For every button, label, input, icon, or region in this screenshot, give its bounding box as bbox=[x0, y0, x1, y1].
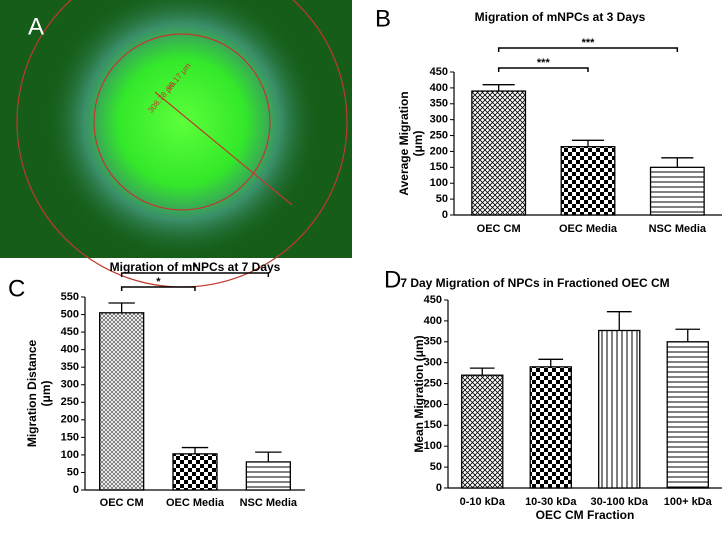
y-tick-label: 0 bbox=[442, 209, 448, 221]
y-tick-label: 450 bbox=[430, 66, 448, 78]
x-axis-label: OEC CM Fraction bbox=[536, 508, 635, 522]
y-tick-label: 500 bbox=[61, 308, 79, 320]
x-tick-label: OEC CM bbox=[100, 497, 144, 509]
y-tick-label: 300 bbox=[424, 357, 442, 369]
y-tick-label: 250 bbox=[430, 129, 448, 141]
y-tick-label: 50 bbox=[67, 466, 79, 478]
significance-bracket bbox=[120, 286, 196, 291]
y-axis-label: Mean Migration (μm) bbox=[412, 335, 426, 452]
x-tick-label: 10-30 kDa bbox=[525, 496, 577, 508]
chart-title: Migration of mNPCs at 7 Days bbox=[110, 260, 281, 274]
y-tick-label: 350 bbox=[61, 361, 79, 373]
y-tick-label: 200 bbox=[430, 145, 448, 157]
y-axis-label: (μm) bbox=[39, 380, 53, 406]
y-tick-label: 150 bbox=[424, 419, 442, 431]
y-tick-label: 300 bbox=[430, 114, 448, 126]
bar bbox=[471, 90, 527, 216]
y-tick-label: 50 bbox=[430, 461, 442, 473]
bar bbox=[529, 366, 572, 489]
chart: C Migration of mNPCs at 7 Days Migration D… bbox=[8, 260, 305, 509]
chart: B Migration of mNPCs at 3 Days Average Mig… bbox=[375, 5, 722, 235]
chart-title: 7 Day Migration of NPCs in Fractioned OE… bbox=[400, 276, 669, 290]
bar bbox=[245, 461, 291, 491]
y-tick-label: 400 bbox=[430, 82, 448, 94]
x-tick-label: OEC Media bbox=[166, 497, 225, 509]
x-tick-label: 0-10 kDa bbox=[460, 496, 506, 508]
y-tick-label: 100 bbox=[61, 449, 79, 461]
y-tick-label: 200 bbox=[61, 414, 79, 426]
x-tick-label: 30-100 kDa bbox=[591, 496, 649, 508]
panel-label: A bbox=[28, 13, 44, 40]
y-tick-label: 400 bbox=[61, 344, 79, 356]
chart-title: Migration of mNPCs at 3 Days bbox=[475, 10, 646, 24]
y-tick-label: 550 bbox=[61, 291, 79, 303]
chart: D7 Day Migration of NPCs in Fractioned O… bbox=[384, 266, 722, 522]
significance-label: *** bbox=[582, 37, 596, 49]
y-tick-label: 300 bbox=[61, 379, 79, 391]
x-tick-label: NSC Media bbox=[240, 497, 298, 509]
significance-bracket bbox=[497, 47, 679, 52]
y-tick-label: 100 bbox=[430, 177, 448, 189]
bar bbox=[598, 329, 641, 489]
y-tick-label: 50 bbox=[436, 193, 448, 205]
significance-bracket bbox=[497, 67, 589, 72]
significance-label: *** bbox=[537, 57, 551, 69]
y-tick-label: 250 bbox=[61, 396, 79, 408]
bar bbox=[172, 453, 218, 491]
micrograph: 308.78 μm 90.17 μm A bbox=[0, 0, 352, 288]
x-tick-label: NSC Media bbox=[649, 223, 707, 235]
x-tick-label: 100+ kDa bbox=[664, 496, 713, 508]
y-tick-label: 350 bbox=[424, 336, 442, 348]
y-tick-label: 100 bbox=[424, 440, 442, 452]
y-tick-label: 250 bbox=[424, 377, 442, 389]
bar bbox=[560, 146, 616, 216]
panel-label: B bbox=[375, 5, 391, 32]
y-axis-label: (μm) bbox=[411, 130, 425, 156]
y-axis-label: Migration Distance bbox=[25, 340, 39, 448]
significance-label: * bbox=[193, 262, 198, 274]
y-tick-label: 150 bbox=[61, 431, 79, 443]
x-tick-label: OEC Media bbox=[559, 223, 618, 235]
y-tick-label: 0 bbox=[73, 484, 79, 496]
y-tick-label: 350 bbox=[430, 98, 448, 110]
y-tick-label: 400 bbox=[424, 315, 442, 327]
y-tick-label: 450 bbox=[424, 294, 442, 306]
y-tick-label: 0 bbox=[436, 482, 442, 494]
y-tick-label: 450 bbox=[61, 326, 79, 338]
panel-label: C bbox=[8, 275, 25, 302]
significance-bracket bbox=[120, 272, 270, 277]
bar bbox=[666, 341, 709, 489]
bar bbox=[649, 166, 705, 216]
y-tick-label: 150 bbox=[430, 161, 448, 173]
significance-label: * bbox=[156, 276, 161, 288]
bar bbox=[461, 374, 504, 489]
panel-label: D bbox=[384, 266, 401, 293]
y-axis-label: Average Migration bbox=[397, 91, 411, 195]
bar bbox=[99, 312, 145, 491]
x-tick-label: OEC CM bbox=[477, 223, 521, 235]
y-tick-label: 200 bbox=[424, 398, 442, 410]
